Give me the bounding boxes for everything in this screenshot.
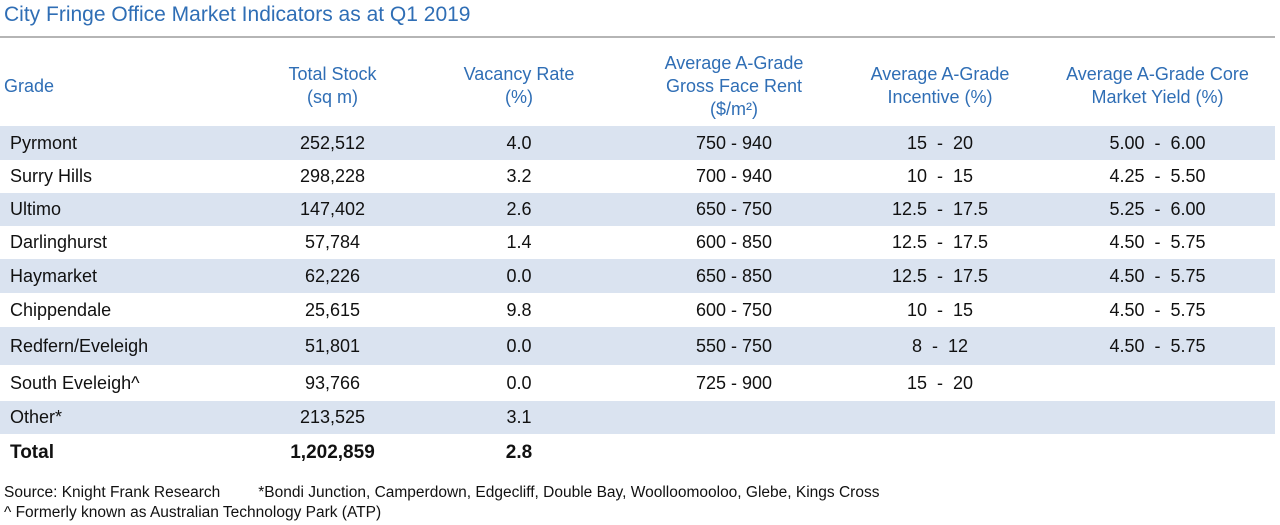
cell-rent: [628, 434, 840, 472]
title-divider: [0, 36, 1275, 38]
page-title: City Fringe Office Market Indicators as …: [4, 3, 471, 26]
cell-yield: [1040, 434, 1275, 472]
header-row: Grade Total Stock (sq m) Vacancy Rate (%) …: [0, 46, 1275, 126]
cell-grade: Other*: [0, 401, 255, 434]
caret-footnote: ^ Formerly known as Australian Technolog…: [4, 504, 382, 521]
cell-rent: 600 - 750: [695, 299, 773, 320]
cell-vacancy: 0.0: [410, 327, 628, 365]
cell-grade: Chippendale: [10, 299, 112, 320]
header-line: Market Yield (%): [1091, 87, 1224, 107]
header-line: (%): [505, 87, 533, 107]
cell-stock: 57,784: [304, 232, 361, 252]
cell-yield: 4.50 - 5.75: [1040, 327, 1275, 365]
header-vacancy-rate: Vacancy Rate (%): [410, 46, 628, 126]
cell-grade: Surry Hills: [10, 166, 93, 186]
cell-rent: 600 - 850: [695, 232, 773, 252]
cell-yield: 4.25 - 5.50: [1109, 166, 1206, 186]
cell-incentive: 12.5 - 17.5: [891, 232, 989, 252]
cell-grade: Total: [10, 442, 54, 463]
cell-stock: 213,525: [255, 401, 410, 434]
cell-stock: 51,801: [255, 327, 410, 365]
cell-incentive: 10 - 15: [906, 299, 974, 320]
cell-rent: 650 - 850: [628, 259, 840, 293]
cell-rent: 750 - 940: [628, 126, 840, 160]
cell-stock: 62,226: [255, 259, 410, 293]
header-line: Total Stock: [288, 64, 377, 84]
cell-vacancy: 2.6: [410, 193, 628, 226]
table-row: Chippendale 25,615 9.8 600 - 750 10 - 15 4.50…: [0, 293, 1275, 327]
cell-yield: 4.50 - 5.75: [1040, 259, 1275, 293]
header-line: Average A-Grade: [664, 52, 804, 73]
header-line: Grade: [4, 75, 55, 96]
cell-yield: 4.50 - 5.75: [1109, 299, 1206, 320]
cell-vacancy: 1.4: [506, 232, 532, 252]
cell-rent: 550 - 750: [628, 327, 840, 365]
cell-grade: Haymarket: [0, 259, 255, 293]
cell-stock: 252,512: [255, 126, 410, 160]
header-line: Vacancy Rate: [463, 64, 575, 84]
cell-rent: [628, 401, 840, 434]
other-footnote: *Bondi Junction, Camperdown, Edgecliff, …: [258, 484, 880, 501]
header-incentive: Average A-Grade Incentive (%): [840, 46, 1040, 126]
cell-vacancy: 0.0: [506, 372, 532, 393]
cell-incentive: 10 - 15: [906, 166, 974, 186]
table-body: Pyrmont 252,512 4.0 750 - 940 15 - 20 5.00 - …: [0, 126, 1275, 472]
cell-stock: 93,766: [304, 372, 361, 393]
total-row: Total 1,202,859 2.8: [0, 434, 1275, 472]
cell-incentive: 15 - 20: [840, 126, 1040, 160]
header-line: (sq m): [307, 87, 358, 107]
header-total-stock: Total Stock (sq m): [255, 46, 410, 126]
table-row: Other* 213,525 3.1: [0, 401, 1275, 434]
cell-grade: Redfern/Eveleigh: [0, 327, 255, 365]
cell-grade: South Eveleigh^: [10, 372, 140, 393]
table-row: Surry Hills 298,228 3.2 700 - 940 10 - 15 4.2…: [0, 160, 1275, 193]
cell-rent: 700 - 940: [695, 166, 773, 186]
header-line: Average A-Grade Core: [1066, 64, 1249, 84]
cell-vacancy: 2.8: [505, 442, 533, 463]
cell-grade: Ultimo: [0, 193, 255, 226]
table-row: Darlinghurst 57,784 1.4 600 - 850 12.5 - 17.…: [0, 226, 1275, 259]
cell-rent: 725 - 900: [695, 372, 773, 393]
table-row: Haymarket 62,226 0.0 650 - 850 12.5 - 17.5 4.…: [0, 259, 1275, 293]
cell-incentive: 15 - 20: [906, 372, 974, 393]
cell-stock: 147,402: [255, 193, 410, 226]
source-line: Source: Knight Frank Research *Bondi Junc…: [4, 484, 879, 502]
header-line: Average A-Grade: [870, 64, 1010, 84]
cell-vacancy: 3.1: [410, 401, 628, 434]
cell-vacancy: 3.2: [506, 166, 532, 186]
cell-stock: 1,202,859: [290, 442, 375, 463]
cell-yield: 5.00 - 6.00: [1040, 126, 1275, 160]
source-text: Source: Knight Frank Research: [4, 484, 221, 501]
header-grade: Grade: [0, 46, 255, 126]
cell-rent: 650 - 750: [628, 193, 840, 226]
cell-vacancy: 4.0: [410, 126, 628, 160]
cell-incentive: [840, 401, 1040, 434]
header-line: Gross Face Rent: [665, 75, 803, 96]
header-line: Incentive (%): [887, 87, 993, 107]
cell-incentive: 12.5 - 17.5: [840, 259, 1040, 293]
cell-stock: 298,228: [299, 166, 366, 186]
cell-yield: [1040, 365, 1275, 401]
cell-vacancy: 9.8: [506, 299, 532, 320]
cell-stock: 25,615: [304, 299, 361, 320]
cell-grade: Pyrmont: [0, 126, 255, 160]
table-row: Ultimo 147,402 2.6 650 - 750 12.5 - 17.5 5.25…: [0, 193, 1275, 226]
header-line: ($/m²): [710, 98, 758, 119]
header-gross-face-rent: Average A-Grade Gross Face Rent ($/m²): [628, 46, 840, 126]
cell-yield: [1040, 401, 1275, 434]
cell-grade: Darlinghurst: [10, 232, 108, 252]
cell-yield: 4.50 - 5.75: [1109, 232, 1206, 252]
cell-incentive: [840, 434, 1040, 472]
header-market-yield: Average A-Grade Core Market Yield (%): [1040, 46, 1275, 126]
table-row: Redfern/Eveleigh 51,801 0.0 550 - 750 8 - 12…: [0, 327, 1275, 365]
table-row: Pyrmont 252,512 4.0 750 - 940 15 - 20 5.00 - …: [0, 126, 1275, 160]
table-row: South Eveleigh^ 93,766 0.0 725 - 900 15 - 20: [0, 365, 1275, 401]
market-indicators-table: Grade Total Stock (sq m) Vacancy Rate (%) …: [0, 46, 1275, 472]
cell-incentive: 8 - 12: [840, 327, 1040, 365]
cell-vacancy: 0.0: [410, 259, 628, 293]
cell-yield: 5.25 - 6.00: [1040, 193, 1275, 226]
cell-incentive: 12.5 - 17.5: [840, 193, 1040, 226]
